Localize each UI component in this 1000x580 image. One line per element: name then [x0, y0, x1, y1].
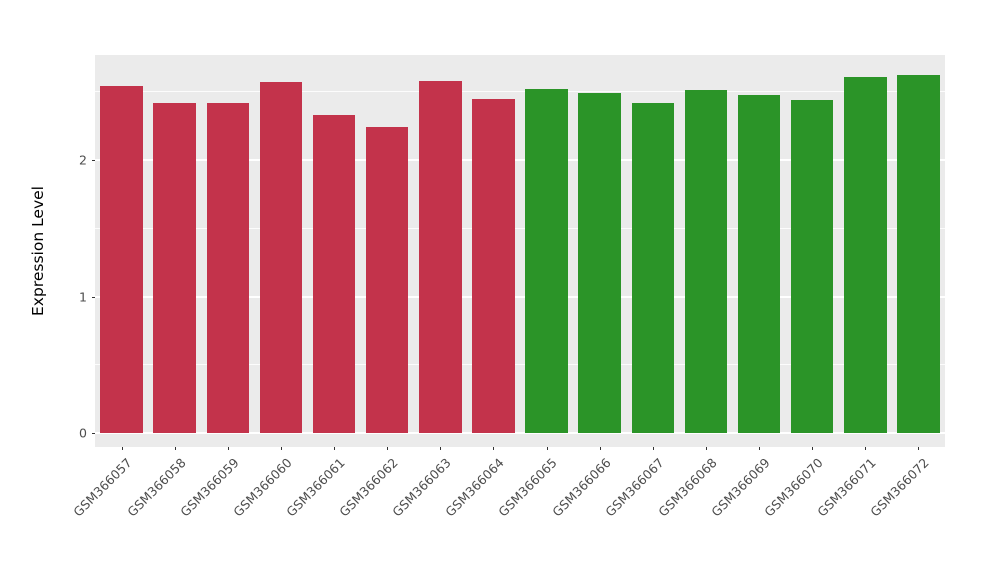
x-tick-mark-GSM366064: [493, 447, 495, 450]
x-tick-mark-GSM366063: [440, 447, 442, 450]
x-tick-mark-GSM366057: [121, 447, 123, 450]
gridline-minor-y1.5: [95, 227, 945, 229]
x-tick-mark-GSM366071: [865, 447, 867, 450]
gridline-minor-y0.5: [95, 364, 945, 366]
y-tick-label-0: 0: [79, 425, 87, 441]
x-tick-mark-GSM366060: [280, 447, 282, 450]
y-tick-label-2: 2: [79, 152, 87, 168]
bar-GSM366061: [312, 115, 356, 433]
bar-GSM366060: [259, 82, 303, 433]
y-tick-label-1: 1: [79, 289, 87, 304]
y-tick-mark-1: [92, 296, 95, 298]
gridline-major-y2: [95, 159, 945, 162]
bar-GSM366068: [684, 90, 728, 433]
x-tick-mark-GSM366072: [918, 447, 920, 450]
x-tick-mark-GSM366067: [652, 447, 654, 450]
x-tick-mark-GSM366065: [546, 447, 548, 450]
bar-GSM366066: [578, 93, 621, 433]
plot-panel: [95, 55, 945, 447]
x-tick-mark-GSM366066: [599, 447, 601, 450]
bar-GSM366058: [153, 102, 196, 433]
x-tick-mark-GSM366059: [227, 447, 229, 450]
x-tick-mark-GSM366070: [812, 447, 814, 450]
y-tick-mark-0: [92, 432, 95, 434]
bar-GSM366065: [525, 89, 568, 433]
x-tick-mark-GSM366068: [705, 447, 707, 450]
bar-GSM366057: [100, 86, 143, 433]
x-tick-mark-GSM366058: [174, 447, 176, 450]
x-tick-mark-GSM366069: [759, 447, 761, 450]
x-tick-mark-GSM366062: [387, 447, 389, 450]
bar-GSM366064: [472, 98, 515, 433]
bar-GSM366072: [897, 75, 940, 433]
gridline-minor-y2.5: [95, 91, 945, 93]
bar-GSM366070: [790, 100, 834, 433]
x-tick-mark-GSM366061: [334, 447, 336, 450]
bar-GSM366059: [206, 102, 250, 433]
gridline-major-y0: [95, 431, 945, 434]
y-tick-mark-2: [92, 160, 95, 162]
bar-GSM366062: [365, 127, 409, 433]
bar-GSM366067: [631, 102, 675, 433]
bar-GSM366063: [419, 80, 462, 433]
gridline-major-y1: [95, 295, 945, 298]
bar-GSM366069: [737, 94, 781, 433]
bar-GSM366071: [844, 76, 887, 433]
